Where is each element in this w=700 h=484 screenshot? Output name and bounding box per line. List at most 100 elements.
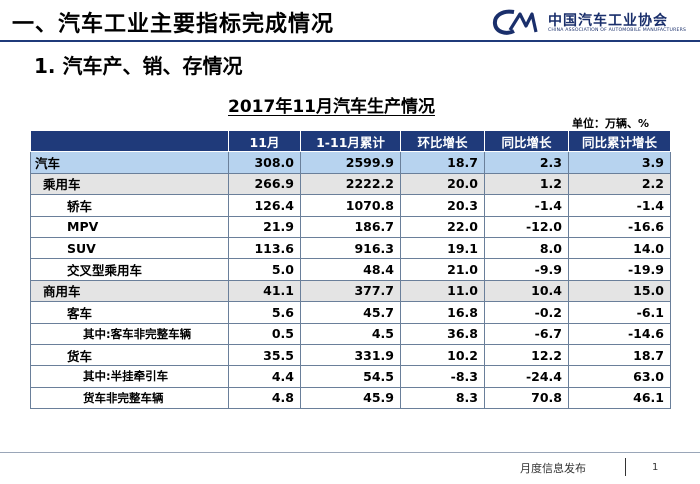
table-cell: -16.6: [568, 215, 671, 238]
table-cell: 5.6: [228, 301, 301, 324]
table-cell: -1.4: [568, 194, 671, 217]
column-header-yoy: 同比增长: [484, 129, 569, 153]
row-label: 客车: [30, 301, 229, 324]
table-cell: 35.5: [228, 343, 301, 367]
table-cell: 2.3: [484, 151, 569, 174]
table-cell: 16.8: [400, 301, 485, 324]
table-cell: 21.0: [400, 258, 485, 281]
table-cell: 14.0: [568, 236, 671, 260]
table-cell: 3.9: [568, 151, 671, 174]
table-cell: -19.9: [568, 258, 671, 281]
table-row: 货车非完整车辆 4.8 45.9 8.3 70.8 46.1: [30, 386, 671, 410]
sub-title: 1. 汽车产、销、存情况: [34, 54, 243, 78]
footer-separator: [625, 458, 626, 476]
table-cell: 8.3: [400, 386, 485, 410]
table-row: 商用车 41.1 377.7 11.0 10.4 15.0: [30, 279, 671, 303]
row-label: SUV: [30, 236, 229, 260]
table-cell: 377.7: [300, 279, 401, 303]
table-cell: 22.0: [400, 215, 485, 238]
table-cell: 5.0: [228, 258, 301, 281]
table-cell: 10.4: [484, 279, 569, 303]
row-label: 其中:半挂牵引车: [30, 365, 229, 388]
row-label: 货车: [30, 343, 229, 367]
section-title: 一、汽车工业主要指标完成情况: [12, 12, 335, 37]
page-number: 1: [652, 462, 659, 473]
row-label: 其中:客车非完整车辆: [30, 322, 229, 345]
table-row: 客车 5.6 45.7 16.8 -0.2 -6.1: [30, 301, 671, 324]
table-cell: -1.4: [484, 194, 569, 217]
table-cell: 41.1: [228, 279, 301, 303]
row-label: MPV: [30, 215, 229, 238]
caam-logo-mark-icon: [492, 9, 538, 35]
table-cell: 46.1: [568, 386, 671, 410]
table-cell: 20.3: [400, 194, 485, 217]
footer-divider: [0, 452, 700, 453]
table-cell: 308.0: [228, 151, 301, 174]
row-label: 轿车: [30, 194, 229, 217]
table-cell: -6.1: [568, 301, 671, 324]
table-cell: 48.4: [300, 258, 401, 281]
table-row: 其中:半挂牵引车 4.4 54.5 -8.3 -24.4 63.0: [30, 365, 671, 388]
table-cell: 20.0: [400, 172, 485, 196]
table-cell: 45.7: [300, 301, 401, 324]
caam-logo: 中国汽车工业协会 CHINA ASSOCIATION OF AUTOMOBILE…: [492, 6, 697, 38]
table-cell: -14.6: [568, 322, 671, 345]
table-row: 货车 35.5 331.9 10.2 12.2 18.7: [30, 343, 671, 367]
column-header-mom: 环比增长: [400, 129, 485, 153]
table-cell: -8.3: [400, 365, 485, 388]
production-table: 11月 1-11月累计 环比增长 同比增长 同比累计增长 汽车 308.0 2599…: [30, 129, 671, 410]
title-divider: [0, 40, 700, 42]
table-cell: -12.0: [484, 215, 569, 238]
table-cell: 331.9: [300, 343, 401, 367]
table-cell: 1.2: [484, 172, 569, 196]
table-cell: 36.8: [400, 322, 485, 345]
table-cell: 4.8: [228, 386, 301, 410]
table-cell: 21.9: [228, 215, 301, 238]
table-cell: 15.0: [568, 279, 671, 303]
table-cell: 63.0: [568, 365, 671, 388]
table-cell: 10.2: [400, 343, 485, 367]
row-label: 货车非完整车辆: [30, 386, 229, 410]
table-row: 轿车 126.4 1070.8 20.3 -1.4 -1.4: [30, 194, 671, 217]
table-header-row: 11月 1-11月累计 环比增长 同比增长 同比累计增长: [30, 129, 671, 153]
table-cell: 18.7: [568, 343, 671, 367]
table-cell: 45.9: [300, 386, 401, 410]
table-row: 交叉型乘用车 5.0 48.4 21.0 -9.9 -19.9: [30, 258, 671, 281]
table-cell: 11.0: [400, 279, 485, 303]
column-header-month: 11月: [228, 129, 301, 153]
table-cell: 126.4: [228, 194, 301, 217]
table-cell: 1070.8: [300, 194, 401, 217]
table-row: SUV 113.6 916.3 19.1 8.0 14.0: [30, 236, 671, 260]
table-cell: 18.7: [400, 151, 485, 174]
table-row: MPV 21.9 186.7 22.0 -12.0 -16.6: [30, 215, 671, 238]
logo-chinese-name: 中国汽车工业协会: [548, 13, 668, 29]
column-header-yoy-cumulative: 同比累计增长: [568, 129, 671, 153]
table-cell: -6.7: [484, 322, 569, 345]
table-cell: 2599.9: [300, 151, 401, 174]
table-cell: -0.2: [484, 301, 569, 324]
table-title: 2017年11月汽车生产情况: [228, 97, 435, 117]
table-cell: 113.6: [228, 236, 301, 260]
table-cell: 2.2: [568, 172, 671, 196]
table-cell: 70.8: [484, 386, 569, 410]
table-cell: -9.9: [484, 258, 569, 281]
row-label: 商用车: [30, 279, 229, 303]
table-cell: 4.5: [300, 322, 401, 345]
table-cell: 54.5: [300, 365, 401, 388]
table-cell: 0.5: [228, 322, 301, 345]
table-row: 乘用车 266.9 2222.2 20.0 1.2 2.2: [30, 172, 671, 196]
table-row: 其中:客车非完整车辆 0.5 4.5 36.8 -6.7 -14.6: [30, 322, 671, 345]
table-cell: 916.3: [300, 236, 401, 260]
table-cell: -24.4: [484, 365, 569, 388]
table-cell: 12.2: [484, 343, 569, 367]
row-label: 乘用车: [30, 172, 229, 196]
table-cell: 186.7: [300, 215, 401, 238]
table-cell: 266.9: [228, 172, 301, 196]
row-label: 汽车: [30, 151, 229, 174]
table-row: 汽车 308.0 2599.9 18.7 2.3 3.9: [30, 151, 671, 174]
column-header-cumulative: 1-11月累计: [300, 129, 401, 153]
column-header-name: [30, 129, 229, 153]
table-cell: 4.4: [228, 365, 301, 388]
table-cell: 2222.2: [300, 172, 401, 196]
row-label: 交叉型乘用车: [30, 258, 229, 281]
